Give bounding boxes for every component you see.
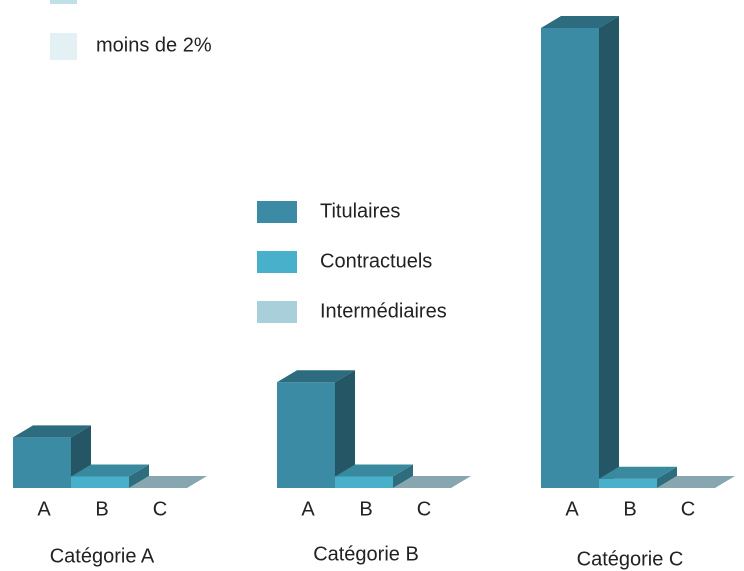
bar-top — [277, 370, 355, 383]
bar-top — [393, 476, 471, 488]
bar-front — [599, 478, 657, 488]
bar-side — [393, 464, 413, 488]
legend-swatch — [257, 251, 297, 273]
legend-label: Intermédiaires — [320, 300, 447, 322]
bar — [599, 466, 677, 488]
legend-label: Contractuels — [320, 250, 432, 272]
x-tick-label: A — [37, 498, 51, 520]
bar-front — [335, 476, 393, 488]
legend-label: Titulaires — [320, 200, 400, 222]
bar-side — [599, 16, 619, 488]
group-label: Catégorie C — [577, 548, 684, 570]
bar-top — [13, 425, 91, 438]
bar — [541, 16, 619, 488]
x-tick-label: A — [565, 498, 579, 520]
legend-swatch — [257, 301, 297, 323]
legend-swatch — [257, 201, 297, 223]
x-tick-label: B — [95, 498, 108, 520]
note: moins de 2% — [96, 34, 212, 56]
x-tick-label: C — [681, 498, 695, 520]
x-tick-label: C — [153, 498, 167, 520]
bar — [71, 464, 149, 488]
x-tick-label: B — [623, 498, 636, 520]
group-label: Catégorie B — [313, 543, 419, 565]
bar-top — [129, 476, 207, 488]
bar-front — [13, 437, 71, 488]
bar-front — [541, 28, 599, 488]
x-tick-label: A — [301, 498, 315, 520]
bar — [277, 370, 355, 488]
cut-legend-swatch — [50, 0, 77, 4]
bar-top — [335, 464, 413, 477]
x-tick-label: C — [417, 498, 431, 520]
bar-top — [657, 476, 735, 488]
x-tick-label: B — [359, 498, 372, 520]
bar-front — [277, 382, 335, 488]
bar-side — [657, 466, 677, 488]
bar — [393, 476, 471, 488]
note-swatch — [50, 33, 77, 60]
group-label: Catégorie A — [50, 545, 155, 567]
bar-top — [71, 464, 149, 477]
bar — [13, 425, 91, 488]
bar-side — [335, 370, 355, 488]
bar — [129, 476, 207, 488]
bar-top — [599, 466, 677, 479]
bar — [657, 476, 735, 488]
bar-side — [129, 464, 149, 488]
bar — [335, 464, 413, 488]
bar-front — [71, 476, 129, 488]
bar-top — [541, 16, 619, 28]
